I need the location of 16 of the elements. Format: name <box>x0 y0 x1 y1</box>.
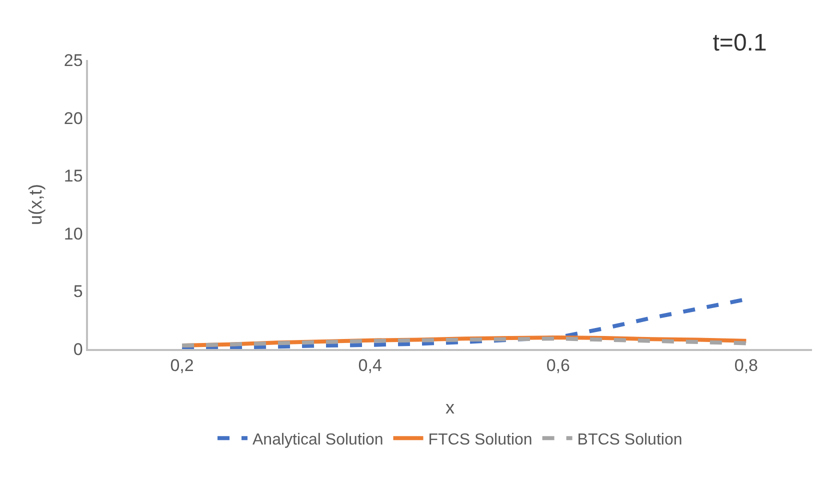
y-tick-label: 15 <box>64 166 83 186</box>
x-tick-label: 0,2 <box>170 356 194 376</box>
x-axis-title: x <box>446 398 454 418</box>
y-tick-label: 10 <box>64 224 83 244</box>
legend-label: FTCS Solution <box>428 431 532 448</box>
y-tick-label: 5 <box>73 282 83 302</box>
y-tick-label: 0 <box>73 340 83 359</box>
y-tick-label: 25 <box>64 50 83 70</box>
chart-title: t=0.1 <box>712 29 767 56</box>
legend-label: BTCS Solution <box>577 431 682 448</box>
legend-label: Analytical Solution <box>252 431 384 448</box>
y-axis-title: u(x,t) <box>26 184 46 226</box>
x-tick-label: 0,4 <box>358 356 382 376</box>
y-tick-label: 20 <box>64 108 83 128</box>
x-tick-label: 0,6 <box>546 356 570 376</box>
x-tick-label: 0,8 <box>734 356 758 376</box>
